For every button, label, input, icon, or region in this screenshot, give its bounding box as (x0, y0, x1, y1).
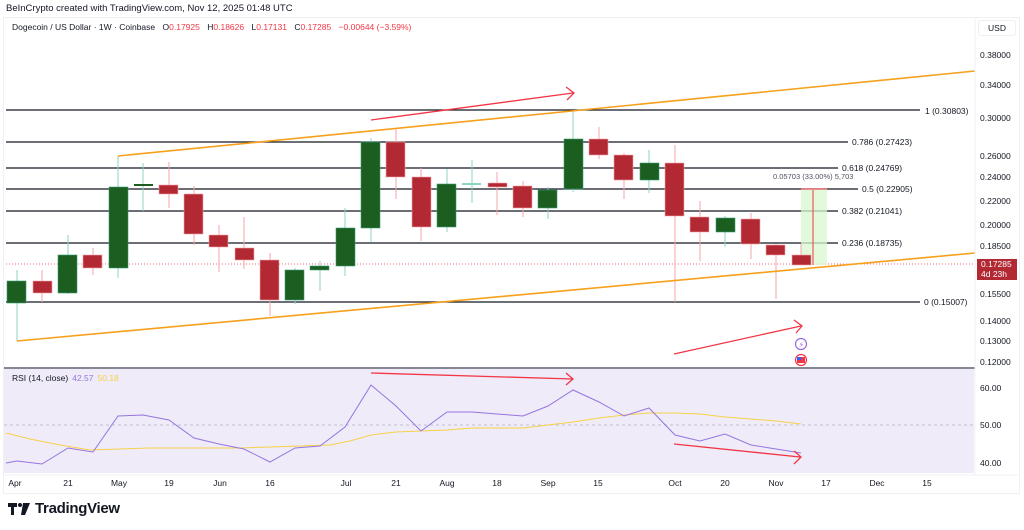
high-value: 0.18626 (213, 22, 245, 32)
time-tick: Dec (869, 478, 885, 488)
currency-button[interactable]: USD (978, 20, 1016, 36)
close-value: 0.17285 (300, 22, 332, 32)
fib-label: 0.5 (0.22905) (862, 184, 913, 194)
divergence-arrow-price-bottom[interactable] (673, 319, 803, 355)
price-tick: 0.26000 (980, 151, 1011, 161)
candles[interactable] (6, 111, 812, 341)
fibonacci-retracement[interactable] (6, 109, 920, 303)
ascending-channel[interactable] (16, 70, 976, 342)
us-flag-event-icon[interactable] (794, 353, 808, 367)
time-tick: Oct (668, 478, 682, 488)
price-tick: 0.30000 (980, 113, 1011, 123)
time-tick: 21 (391, 478, 401, 488)
rsi-axis[interactable]: 60.00 50.00 40.00 (980, 383, 1002, 468)
fib-label: 0.236 (0.18735) (842, 238, 902, 248)
time-tick: 20 (720, 478, 730, 488)
time-tick: Aug (439, 478, 455, 488)
symbol-legend[interactable]: Dogecoin / US Dollar · 1W · Coinbase O0.… (12, 22, 412, 32)
open-value: 0.17925 (169, 22, 200, 32)
time-tick: Sep (540, 478, 556, 488)
fib-labels: 1 (0.30803) 0.786 (0.27423) 0.618 (0.247… (842, 106, 969, 307)
divergence-arrow-rsi-top[interactable] (370, 372, 574, 386)
rsi-tick: 60.00 (980, 383, 1002, 393)
fib-label: 0.382 (0.21041) (842, 206, 902, 216)
symbol-name: Dogecoin / US Dollar · 1W · Coinbase (12, 22, 156, 32)
fib-label: 0.618 (0.24769) (842, 163, 902, 173)
svg-text:⚡: ⚡ (799, 341, 805, 350)
price-tick: 0.15500 (980, 289, 1011, 299)
rsi-tick: 40.00 (980, 458, 1002, 468)
tradingview-logo[interactable]: TradingView (8, 500, 120, 517)
measure-box[interactable] (801, 189, 827, 265)
price-tick: 0.18500 (980, 241, 1011, 251)
rsi-value: 42.57 (72, 373, 94, 383)
time-tick: Jul (340, 478, 352, 488)
rsi-legend[interactable]: RSI (14, close) 42.57 50.18 (12, 373, 119, 383)
price-tick: 0.38000 (980, 50, 1011, 60)
price-tick: 0.20000 (980, 220, 1011, 230)
price-tick: 0.12000 (980, 357, 1011, 367)
rsi-line (5, 384, 802, 465)
time-tick: 18 (492, 478, 502, 488)
measure-label: 0.05703 (33.00%) 5,703 (773, 172, 854, 181)
rsi-ma-value: 50.18 (97, 373, 119, 383)
time-tick: 17 (821, 478, 831, 488)
time-tick: Jun (213, 478, 227, 488)
divergence-arrow-price-top[interactable] (370, 86, 575, 121)
time-tick: Nov (768, 478, 784, 488)
time-tick: 15 (922, 478, 932, 488)
rsi-pane-bg (4, 369, 974, 473)
time-tick: 19 (164, 478, 174, 488)
price-tick: 0.22000 (980, 196, 1011, 206)
rsi-tick: 50.00 (980, 420, 1002, 430)
lightning-event-icon[interactable]: ⚡ (794, 337, 808, 351)
tradingview-logo-icon (8, 502, 30, 515)
time-tick: 15 (593, 478, 603, 488)
chart-frame (3, 17, 1020, 494)
time-axis[interactable]: Apr 21 May 19 Jun 16 Jul 21 Aug 18 Sep 1… (0, 478, 1000, 492)
current-price-tag: 0.17285 4d 23h (977, 259, 1017, 280)
fib-label: 1 (0.30803) (925, 106, 969, 116)
low-value: 0.17131 (256, 22, 287, 32)
price-tick: 0.24000 (980, 172, 1011, 182)
price-tick: 0.13000 (980, 336, 1011, 346)
fib-label: 0 (0.15007) (924, 297, 968, 307)
fib-label: 0.786 (0.27423) (852, 137, 912, 147)
price-tick: 0.34000 (980, 80, 1011, 90)
divergence-arrow-rsi-bottom[interactable] (673, 443, 802, 465)
time-tick: 16 (265, 478, 275, 488)
change-value: −0.00644 (−3.59%) (338, 22, 412, 32)
time-tick: Apr (8, 478, 22, 488)
chart-credit: BeInCrypto created with TradingView.com,… (6, 3, 293, 14)
bar-countdown: 4d 23h (981, 269, 1007, 279)
time-tick: 21 (63, 478, 73, 488)
price-tick: 0.14000 (980, 316, 1011, 326)
time-tick: May (110, 478, 128, 488)
price-axis[interactable]: 0.38000 0.34000 0.30000 0.26000 0.24000 … (980, 50, 1011, 367)
